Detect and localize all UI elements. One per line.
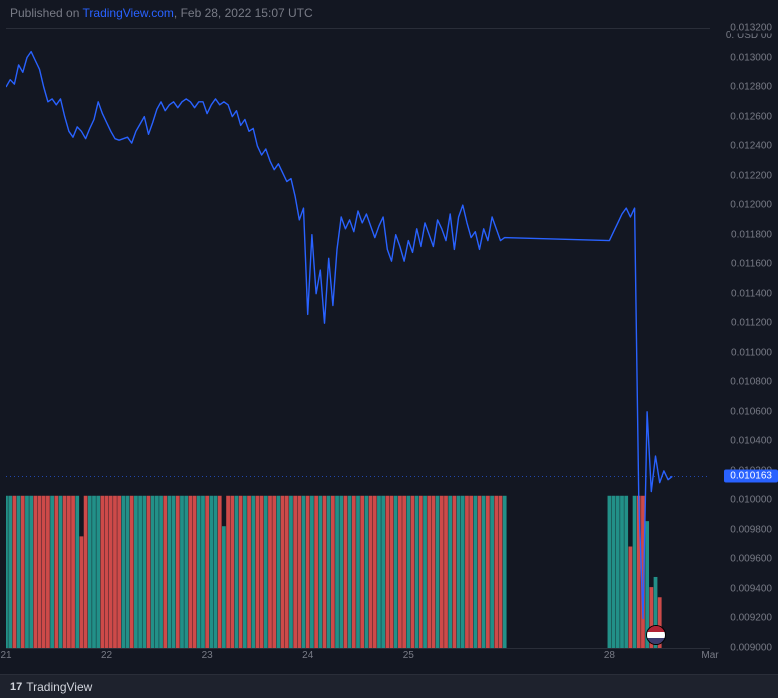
- x-tick: 24: [302, 650, 313, 661]
- y-tick: 0.012000: [730, 200, 772, 211]
- x-tick: Mar: [701, 650, 718, 661]
- y-tick: 0.009000: [730, 643, 772, 654]
- y-tick: 0.011200: [731, 318, 772, 329]
- y-tick: 0.009600: [730, 554, 772, 565]
- x-tick: 28: [604, 650, 615, 661]
- y-tick: 0.010800: [730, 377, 772, 388]
- y-tick: 0.010400: [730, 436, 772, 447]
- y-tick: 0.012800: [730, 82, 772, 93]
- y-tick: 0.011000: [731, 347, 772, 358]
- y-tick: 0.011800: [731, 229, 772, 240]
- x-tick: 23: [202, 650, 213, 661]
- x-tick: 25: [403, 650, 414, 661]
- price-chart[interactable]: [6, 28, 710, 648]
- y-tick: 0.013200: [730, 23, 772, 34]
- footer-bar: 17 TradingView: [0, 674, 778, 698]
- y-tick: 0.009800: [730, 524, 772, 535]
- axis-separator: [6, 648, 710, 649]
- y-tick: 0.013000: [730, 52, 772, 63]
- y-tick: 0.012400: [730, 141, 772, 152]
- price-axis[interactable]: 0. USD 00 0.0090000.0092000.0094000.0096…: [712, 28, 778, 648]
- publish-header: Published on TradingView.com, Feb 28, 20…: [10, 6, 313, 20]
- y-tick: 0.009200: [730, 613, 772, 624]
- top-separator: [6, 28, 710, 29]
- y-tick: 0.009400: [730, 583, 772, 594]
- header-site[interactable]: TradingView.com: [83, 6, 174, 20]
- current-price-badge: 0.010163: [724, 470, 778, 483]
- footer-brand[interactable]: TradingView: [26, 680, 92, 694]
- tradingview-logo-icon: 17: [10, 681, 22, 693]
- y-tick: 0.011600: [731, 259, 772, 270]
- y-tick: 0.012600: [730, 111, 772, 122]
- x-tick: 22: [101, 650, 112, 661]
- y-tick: 0.011400: [731, 288, 772, 299]
- y-tick: 0.012200: [730, 170, 772, 181]
- x-tick: 21: [0, 650, 11, 661]
- header-timestamp: , Feb 28, 2022 15:07 UTC: [174, 6, 313, 20]
- y-tick: 0.010000: [730, 495, 772, 506]
- country-flag-icon: [647, 626, 665, 644]
- chart-pane[interactable]: [6, 28, 710, 648]
- header-prefix: Published on: [10, 6, 83, 20]
- y-tick: 0.010600: [730, 406, 772, 417]
- time-axis[interactable]: 212223242528Mar: [6, 650, 710, 668]
